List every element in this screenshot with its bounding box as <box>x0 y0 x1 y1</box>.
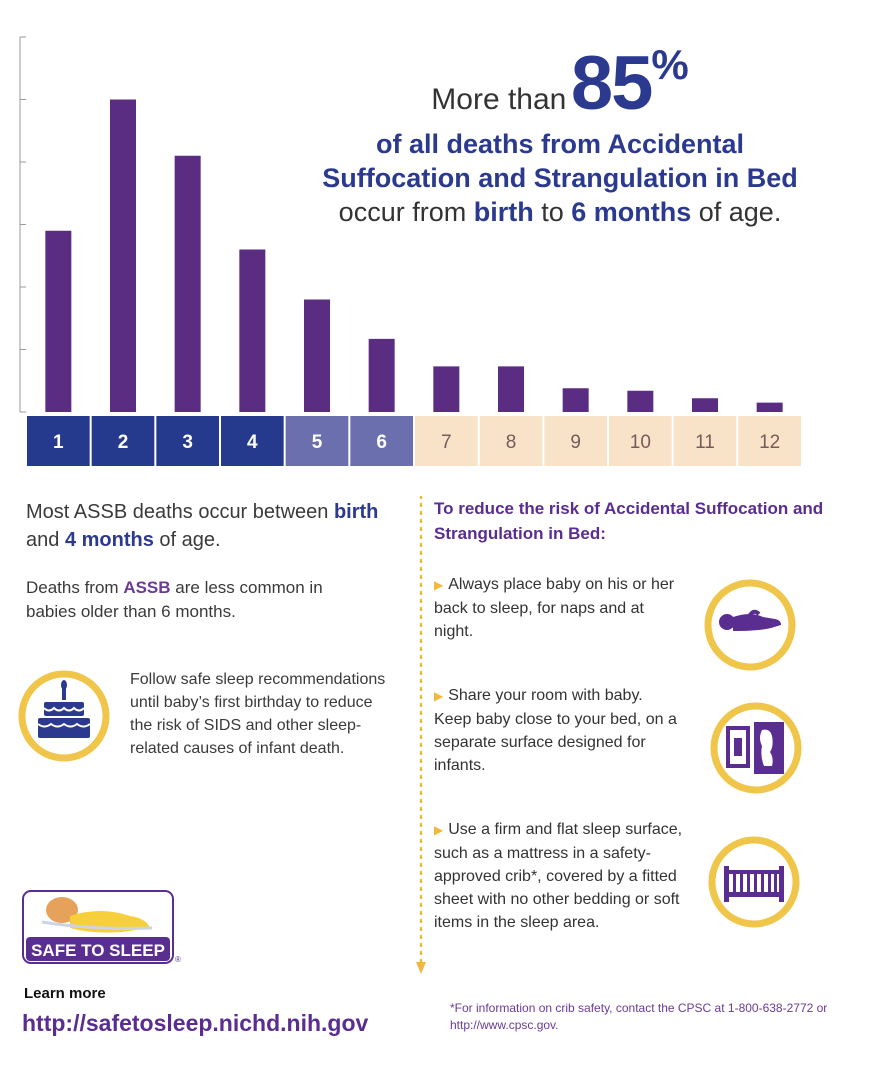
x-tick-label-12: 12 <box>759 432 780 453</box>
category-box-9 <box>544 416 607 466</box>
bar-month-9 <box>562 388 589 412</box>
headline-line2: of all deaths from Accidental <box>375 129 745 159</box>
safe-to-sleep-logo: SAFE TO SLEEP ® <box>22 890 181 964</box>
x-tick-label-4: 4 <box>247 432 258 453</box>
bullet-arrow-icon: ▶ <box>434 689 444 703</box>
x-tick-label-9: 9 <box>570 432 581 453</box>
birthday-cake-icon <box>18 670 110 762</box>
dotted-divider <box>416 496 426 974</box>
crib-safety-footnote: *For information on crib safety, contact… <box>450 1001 828 1032</box>
category-box-12 <box>738 416 801 466</box>
category-box-4 <box>221 416 284 466</box>
x-tick-label-5: 5 <box>312 432 323 453</box>
bar-month-11 <box>692 398 718 412</box>
bar-month-8 <box>498 366 524 412</box>
bar-month-7 <box>433 366 460 412</box>
headline-percent: % <box>651 41 689 88</box>
learn-more-label: Learn more <box>24 985 106 1002</box>
x-tick-label-3: 3 <box>182 432 193 453</box>
bar-month-3 <box>174 155 201 412</box>
headline: More than 85% of all deaths from Acciden… <box>300 40 820 229</box>
bar-month-1 <box>45 230 72 412</box>
category-box-3 <box>156 416 219 466</box>
category-box-10 <box>609 416 672 466</box>
bar-month-12 <box>756 402 783 412</box>
bar-month-5 <box>304 299 330 412</box>
tip-firm-surface: ▶ Use a firm and flat sleep surface, such… <box>434 821 683 931</box>
tip-share-room: ▶ Share your room with baby. Keep baby cl… <box>434 687 677 774</box>
svg-text:®: ® <box>175 955 181 964</box>
baby-on-back-icon <box>704 579 796 671</box>
category-box-1 <box>27 416 90 466</box>
bullet-arrow-icon: ▶ <box>434 823 444 837</box>
x-tick-label-10: 10 <box>630 432 651 453</box>
bar-month-2 <box>110 99 136 412</box>
tip-back-to-sleep: ▶ Always place baby on his or her back to… <box>434 576 675 640</box>
headline-big-number: 85 <box>570 41 654 126</box>
category-box-8 <box>479 416 543 466</box>
website-link[interactable]: http://safetosleep.nichd.nih.gov <box>22 1010 369 1036</box>
most-deaths-text: Most ASSB deaths occur between birth and… <box>26 501 379 551</box>
category-box-6 <box>350 416 413 466</box>
recommendation-text: Follow safe sleep recommendations until … <box>130 671 386 757</box>
category-box-7 <box>415 416 478 466</box>
crib-icon <box>708 836 800 928</box>
category-box-2 <box>91 416 155 466</box>
headline-line4: occur from birth to 6 months of age. <box>338 197 782 227</box>
logo-text: SAFE TO SLEEP <box>31 941 165 960</box>
bar-chart: 1 2 3 4 5 6 7 8 9 10 11 12 <box>19 36 801 466</box>
x-tick-label-8: 8 <box>506 432 517 453</box>
x-tick-label-2: 2 <box>118 432 129 453</box>
category-box-11 <box>673 416 737 466</box>
x-tick-label-6: 6 <box>376 432 387 453</box>
x-tick-label-11: 11 <box>695 432 715 453</box>
headline-line3: Suffocation and Strangulation in Bed <box>322 163 798 193</box>
bullet-arrow-icon: ▶ <box>434 578 444 592</box>
x-tick-label-1: 1 <box>53 432 64 453</box>
x-tick-label-7: 7 <box>441 432 452 453</box>
room-sharing-icon <box>710 702 802 794</box>
category-box-5 <box>285 416 349 466</box>
risk-heading: To reduce the risk of Accidental Suffoca… <box>434 499 824 543</box>
less-common-text: Deaths from ASSB are less common in babi… <box>26 578 323 621</box>
headline-prefix: More than <box>431 83 567 116</box>
bar-month-6 <box>368 338 395 412</box>
bar-month-4 <box>239 249 266 412</box>
bar-month-10 <box>627 390 654 412</box>
